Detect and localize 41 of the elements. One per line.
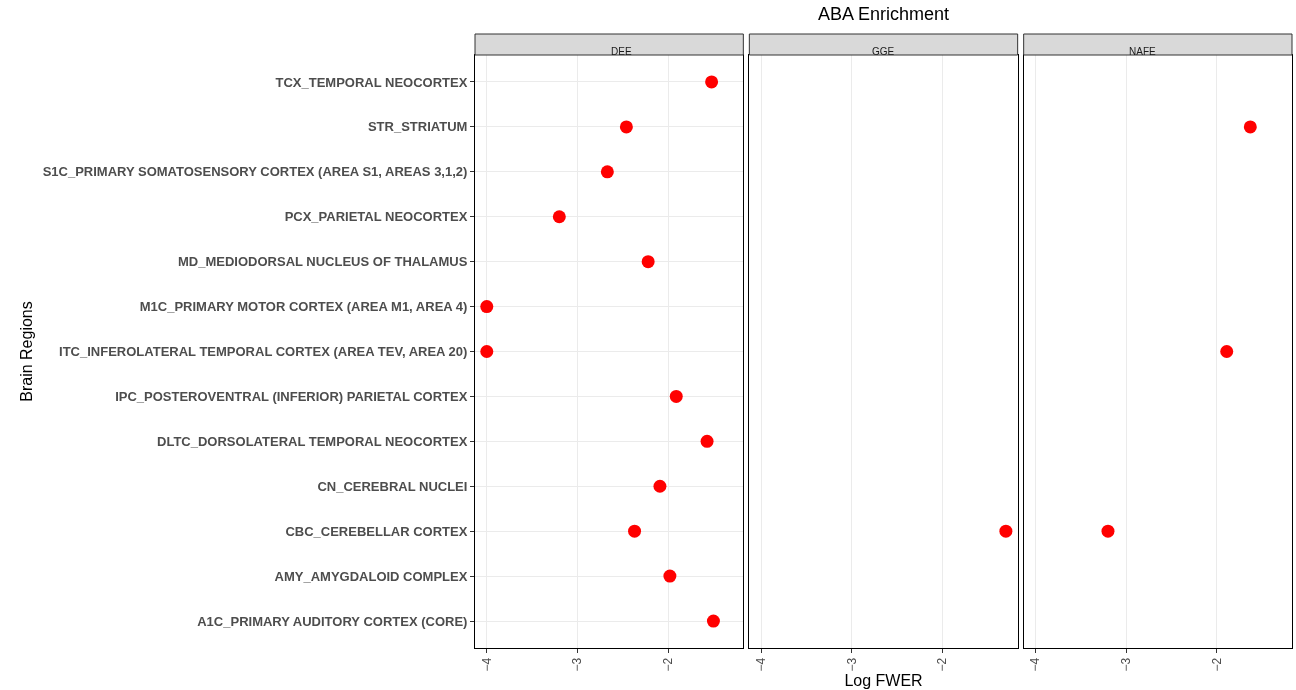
x-tick-label: −2: [935, 657, 950, 672]
y-tick-label: A1C_PRIMARY AUDITORY CORTEX (CORE): [197, 613, 468, 629]
x-tick-label: −3: [570, 657, 585, 672]
y-tick-label: M1C_PRIMARY MOTOR CORTEX (AREA M1, AREA 4): [139, 299, 468, 315]
chart-title: DEE: [611, 46, 632, 57]
y-tick-label: S1C_PRIMARY SOMATOSENSORY CORTEX (AREA S1, AREAS 3,1,2): [42, 164, 468, 180]
x-tick-label: −2: [660, 657, 675, 672]
point: [641, 255, 655, 269]
point: [628, 524, 642, 538]
x-tick-label: −2: [1209, 657, 1224, 672]
point: [700, 434, 714, 448]
y-tick-label: AMY_AMYGDALOID COMPLEX: [274, 568, 468, 584]
text: ABA Enrichment: [818, 4, 950, 24]
chart-title: GGE: [872, 46, 895, 57]
y-tick-label: TCX_TEMPORAL NEOCORTEX: [275, 74, 468, 90]
y-tick-label: ITC_INFEROLATERAL TEMPORAL CORTEX (AREA TEV, AREA 20): [59, 344, 468, 360]
x-tick-label: −4: [479, 657, 494, 672]
y-axis-title: Brain Regions: [17, 301, 35, 402]
point: [480, 345, 494, 358]
x-axis-title: Log FWER: [844, 672, 923, 690]
y-tick-label: PCX_PARIETAL NEOCORTEX: [284, 209, 468, 225]
point: [600, 165, 614, 179]
y-tick-label: STR_STRIATUM: [367, 119, 468, 135]
point: [619, 120, 633, 134]
y-tick-label: DLTC_DORSOLATERAL TEMPORAL NEOCORTEX: [157, 433, 468, 449]
x-tick-label: −4: [754, 657, 769, 672]
point: [669, 389, 683, 403]
x-tick-label: −3: [844, 657, 859, 672]
y-tick-label: IPC_POSTEROVENTRAL (INFERIOR) PARIETAL CORTEX: [115, 388, 468, 404]
point: [705, 75, 719, 89]
y-tick-label: MD_MEDIODORSAL NUCLEUS OF THALAMUS: [178, 254, 468, 270]
y-tick-label: CBC_CEREBELLAR CORTEX: [285, 523, 468, 539]
chart-title: NAFE: [1129, 46, 1156, 57]
point: [706, 614, 720, 628]
point: [480, 300, 494, 314]
y-tick-label: CN_CEREBRAL NUCLEI: [317, 478, 468, 494]
point: [663, 569, 677, 583]
point: [653, 479, 667, 493]
x-tick-label: −4: [1028, 657, 1043, 672]
x-tick-label: −3: [1119, 657, 1134, 672]
point: [552, 210, 566, 224]
